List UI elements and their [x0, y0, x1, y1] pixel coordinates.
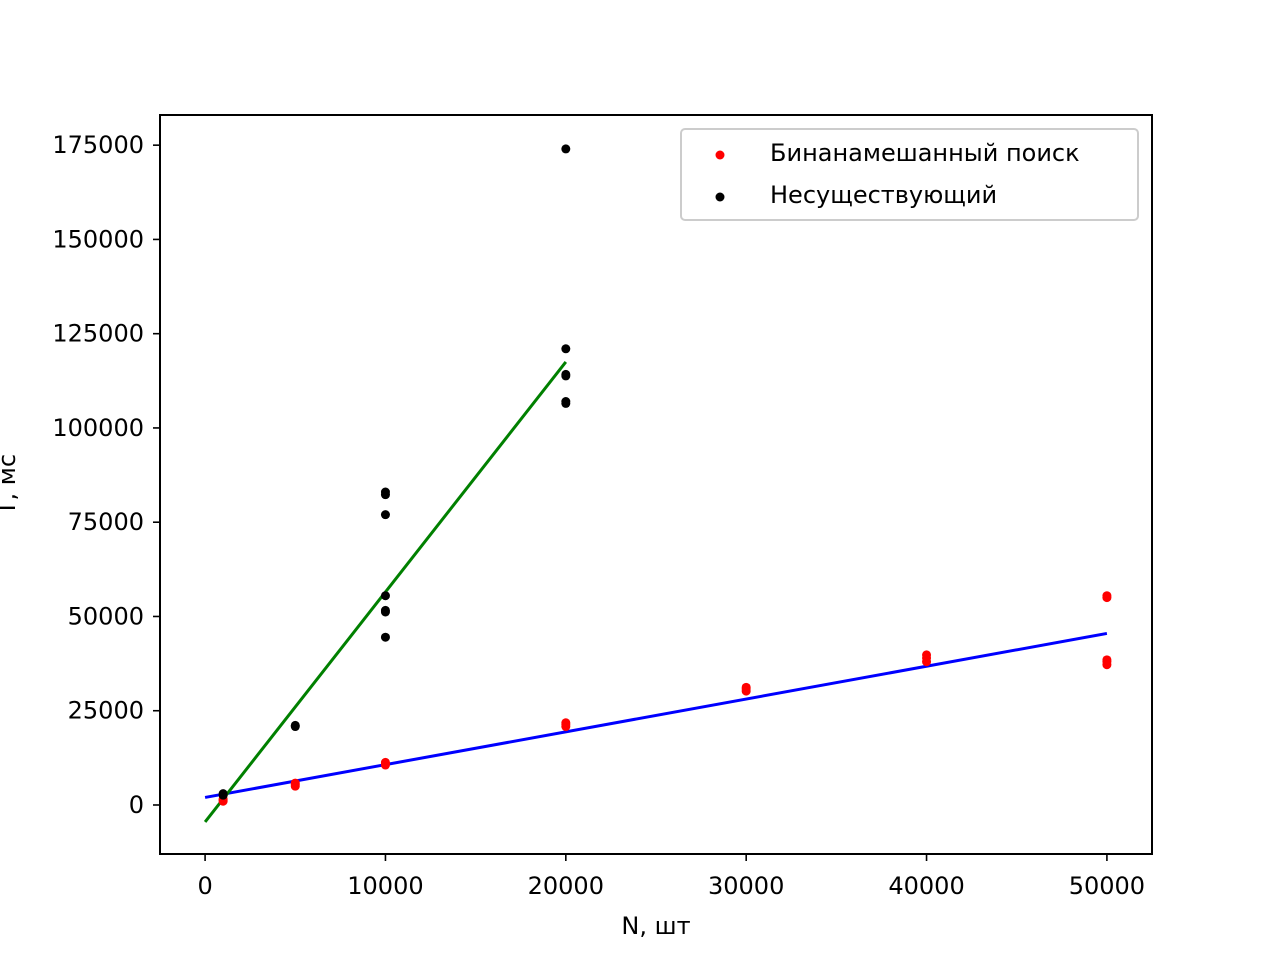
y-tick-label-4: 100000: [52, 414, 144, 442]
data-point-series1-16: [561, 144, 571, 154]
data-point-series1-3: [290, 720, 300, 730]
x-tick-label-4: 40000: [888, 872, 964, 900]
y-axis-label: T, мс: [0, 454, 21, 516]
data-point-series1-8: [380, 510, 390, 520]
data-point-series0-11: [561, 718, 571, 728]
data-point-series1-4: [380, 632, 390, 642]
legend-marker-nonexistent: [715, 192, 725, 202]
data-point-series0-14: [741, 682, 751, 692]
data-point-series0-22: [1102, 591, 1112, 601]
legend-entry-nonexistent: Несуществующий: [770, 181, 997, 209]
axes-frame: [159, 114, 1153, 855]
legend-box: [680, 128, 1139, 221]
x-tick-label-5: 50000: [1069, 872, 1145, 900]
data-point-series1-1: [218, 789, 228, 799]
data-point-series1-14: [561, 369, 571, 379]
axes: 0 10000 20000 30000 40000 50000 0 25000 50000 750…: [52, 114, 1153, 900]
fit-line-0: [204, 631, 1108, 799]
y-tick-label-2: 50000: [68, 602, 144, 630]
y-tick-label-5: 125000: [52, 320, 144, 348]
y-tick-label-1: 25000: [68, 697, 144, 725]
data-point-series0-20: [1102, 655, 1112, 665]
y-tick-label-7: 175000: [52, 131, 144, 159]
data-point-series0-5: [290, 778, 300, 788]
legend: Бинанамешанный поиск Несуществующий: [680, 128, 1139, 221]
data-point-series1-12: [561, 397, 571, 407]
data-point-series1-10: [380, 487, 390, 497]
legend-entry-binary-search: Бинанамешанный поиск: [770, 139, 1080, 167]
data-point-series1-15: [561, 344, 571, 354]
x-tick-label-3: 30000: [708, 872, 784, 900]
data-point-series0-8: [380, 757, 390, 767]
x-tick-label-1: 10000: [347, 872, 423, 900]
data-point-series1-6: [380, 605, 390, 615]
legend-marker-binary-search: [715, 150, 725, 160]
y-tick-label-3: 75000: [68, 508, 144, 536]
x-axis-label: N, шт: [621, 912, 690, 940]
x-tick-label-0: 0: [197, 872, 212, 900]
data-point-series1-7: [380, 591, 390, 601]
data-point-series0-17: [922, 650, 932, 660]
x-tick-label-2: 20000: [528, 872, 604, 900]
y-tick-label-0: 0: [129, 791, 144, 819]
plot-area: [203, 144, 1112, 823]
y-tick-label-6: 150000: [52, 225, 144, 253]
